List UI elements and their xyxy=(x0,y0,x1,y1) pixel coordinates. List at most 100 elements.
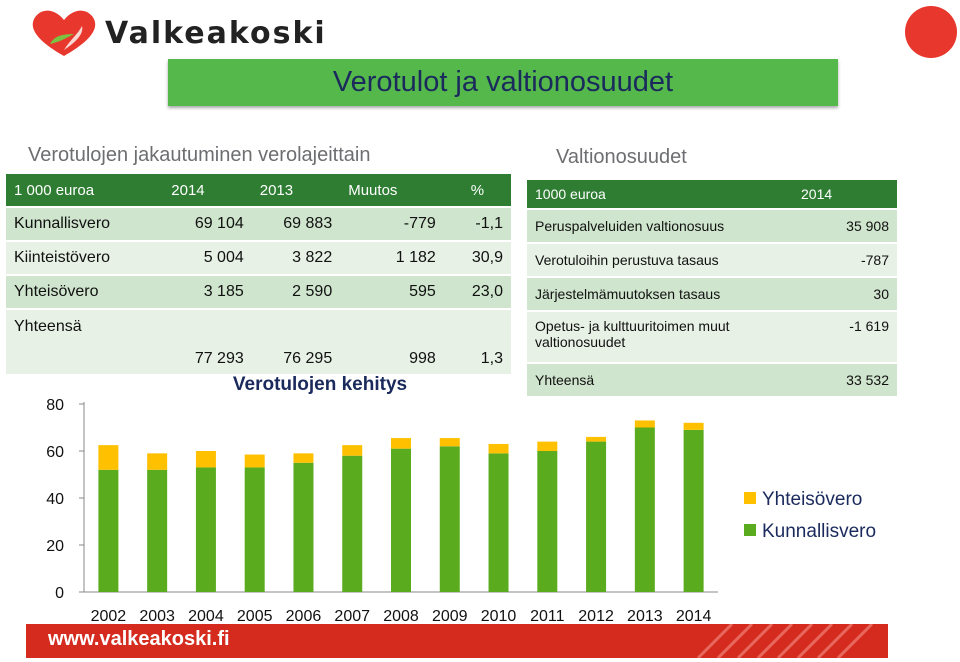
cell-value: -779 xyxy=(340,206,444,241)
bar-segment xyxy=(537,451,558,592)
x-tick-label: 2008 xyxy=(383,608,419,624)
x-tick-label: 2007 xyxy=(334,608,370,624)
cell-value: -1,1 xyxy=(443,206,511,241)
bar-segment xyxy=(537,441,558,451)
column-header: 2013 xyxy=(251,174,341,207)
table-row: Verotuloihin perustuva tasaus -787 xyxy=(527,242,897,277)
slide-title: Verotulot ja valtionosuudet xyxy=(168,59,838,106)
cell-value: 5 004 xyxy=(163,240,252,275)
heart-leaf-logo-icon xyxy=(32,10,96,57)
row-label: Yhteensä xyxy=(6,308,164,374)
row-label: Kunnallisvero xyxy=(6,206,164,241)
cell-value: 1 182 xyxy=(340,240,444,275)
table-total-row: Yhteensä 77 293 76 295 998 1,3 xyxy=(6,308,511,374)
state-grants-heading: Valtionosuudet xyxy=(556,146,687,168)
table-row: Opetus- ja kulttuuritoimen muut valtiono… xyxy=(527,310,897,363)
bar-segment xyxy=(342,455,363,592)
cell-value: 77 293 xyxy=(163,308,252,374)
red-circle-decoration xyxy=(905,6,957,58)
table-total-row: Yhteensä 33 532 xyxy=(527,362,897,396)
column-header: 2014 xyxy=(163,174,252,207)
x-tick-label: 2010 xyxy=(481,608,517,624)
x-tick-label: 2013 xyxy=(627,608,663,624)
y-tick-label: 40 xyxy=(46,491,64,508)
bar-segment xyxy=(439,446,460,592)
bar-segment xyxy=(98,445,119,470)
legend-label: Kunnallisvero xyxy=(762,521,876,542)
x-tick-label: 2003 xyxy=(139,608,175,624)
table-row: Peruspalveluiden valtionosuus 35 908 xyxy=(527,208,897,243)
x-tick-label: 2012 xyxy=(578,608,614,624)
tax-revenue-table: 1 000 euroa 2014 2013 Muutos % Kunnallis… xyxy=(6,174,511,374)
state-grants-table: 1000 euroa 2014 Peruspalveluiden valtion… xyxy=(527,180,897,396)
cell-value: 595 xyxy=(340,274,444,309)
chart-title: Verotulojen kehitys xyxy=(233,374,407,395)
cell-value: 2 590 xyxy=(251,274,341,309)
bar-segment xyxy=(683,429,704,592)
row-label: Yhteisövero xyxy=(6,274,164,309)
footer-url[interactable]: www.valkeakoski.fi xyxy=(48,628,230,650)
x-tick-label: 2009 xyxy=(432,608,468,624)
x-tick-label: 2005 xyxy=(237,608,273,624)
table-header-row: 1 000 euroa 2014 2013 Muutos % xyxy=(6,174,511,207)
bar-segment xyxy=(439,438,460,447)
bar-segment xyxy=(293,453,314,463)
bar-segment xyxy=(342,445,363,456)
bar-segment xyxy=(586,441,607,592)
bar-segment xyxy=(195,451,216,468)
table-row: Kunnallisvero 69 104 69 883 -779 -1,1 xyxy=(6,206,511,241)
brand-name: Valkeakoski xyxy=(105,16,327,51)
bar-segment xyxy=(244,454,265,468)
bar-segment xyxy=(488,453,509,592)
legend-swatch xyxy=(744,492,756,504)
cell-value: 33 532 xyxy=(793,362,897,396)
y-tick-label: 80 xyxy=(46,397,64,414)
x-tick-label: 2011 xyxy=(530,608,565,624)
cell-value: 30,9 xyxy=(443,240,511,275)
cell-value: 3 185 xyxy=(163,274,252,309)
cell-value: 3 822 xyxy=(251,240,341,275)
footer-bar: www.valkeakoski.fi xyxy=(26,624,888,658)
cell-value: 69 104 xyxy=(163,206,252,241)
column-header: % xyxy=(443,174,511,207)
table-row: Yhteisövero 3 185 2 590 595 23,0 xyxy=(6,274,511,309)
cell-value: 998 xyxy=(340,308,444,374)
chart-legend: Yhteisövero Kunnallisvero xyxy=(744,489,876,542)
tax-distribution-heading: Verotulojen jakautuminen verolajeittain xyxy=(28,144,371,166)
row-label: Järjestelmämuutoksen tasaus xyxy=(527,276,793,311)
row-label: Peruspalveluiden valtionosuus xyxy=(527,208,793,243)
table-row: Kiinteistövero 5 004 3 822 1 182 30,9 xyxy=(6,240,511,275)
x-tick-label: 2006 xyxy=(286,608,322,624)
column-header: Muutos xyxy=(340,174,444,207)
bar-segment xyxy=(634,427,655,592)
y-tick-label: 60 xyxy=(46,444,64,461)
bar-segment xyxy=(488,443,509,454)
row-label: Yhteensä xyxy=(527,362,793,396)
x-tick-label: 2004 xyxy=(188,608,224,624)
bar-segment xyxy=(244,467,265,592)
x-tick-label: 2002 xyxy=(91,608,127,624)
cell-value: -1 619 xyxy=(793,310,897,363)
cell-value: 76 295 xyxy=(251,308,341,374)
stripes-decoration-icon xyxy=(696,624,874,658)
cell-value: 1,3 xyxy=(443,308,511,374)
column-header: 2014 xyxy=(793,180,897,209)
bar-segment xyxy=(586,436,607,442)
cell-value: 23,0 xyxy=(443,274,511,309)
bar-segment xyxy=(683,422,704,430)
cell-value: 30 xyxy=(793,276,897,311)
legend-swatch xyxy=(744,524,756,536)
bar-segment xyxy=(195,467,216,592)
bar-segment xyxy=(634,420,655,428)
cell-value: -787 xyxy=(793,242,897,277)
legend-label: Yhteisövero xyxy=(762,489,862,510)
chart-bars xyxy=(98,420,704,592)
x-tick-label: 2014 xyxy=(676,608,712,624)
bar-segment xyxy=(98,469,119,592)
row-label: Verotuloihin perustuva tasaus xyxy=(527,242,793,277)
column-header: 1000 euroa xyxy=(527,180,793,209)
row-label: Opetus- ja kulttuuritoimen muut valtiono… xyxy=(527,310,793,363)
bar-segment xyxy=(391,438,411,449)
bar-segment xyxy=(147,453,168,470)
table-row: Järjestelmämuutoksen tasaus 30 xyxy=(527,276,897,311)
